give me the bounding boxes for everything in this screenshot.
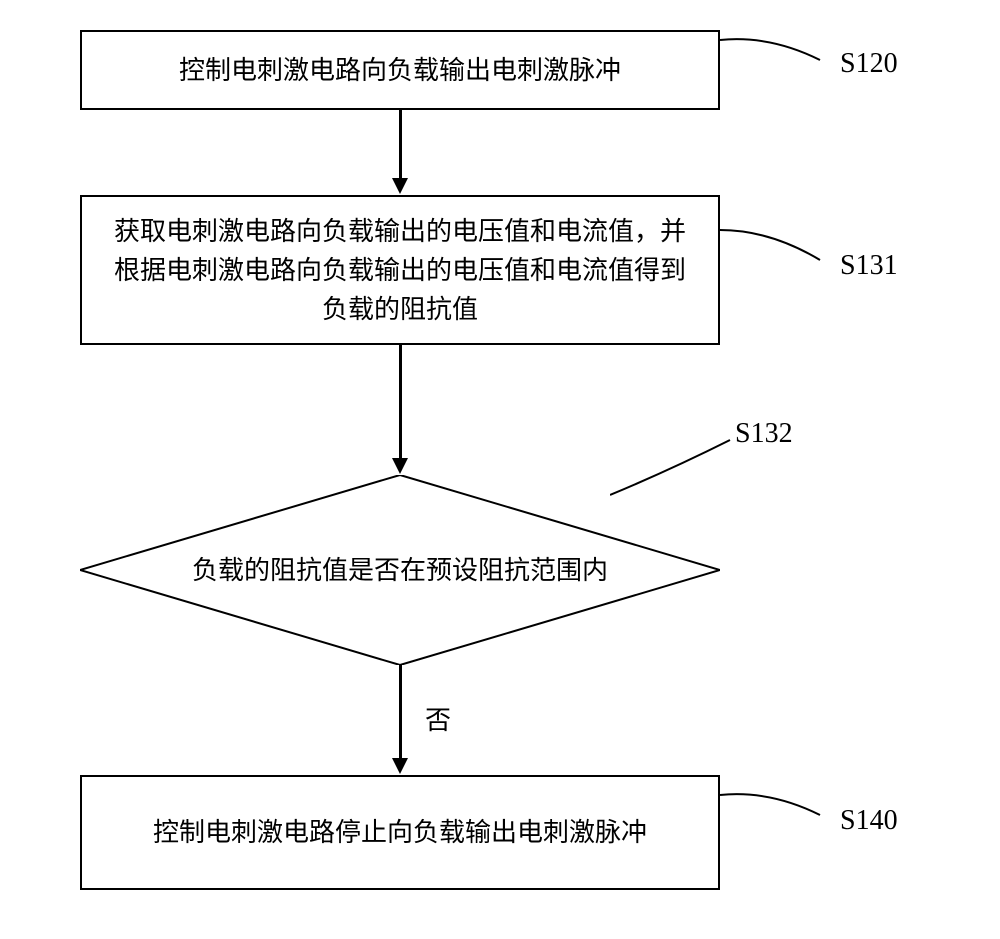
label-connector xyxy=(720,220,840,280)
label-connector xyxy=(720,785,840,835)
diamond-text: 负载的阻抗值是否在预设阻抗范围内 xyxy=(192,551,608,590)
process-box-s140: 控制电刺激电路停止向负载输出电刺激脉冲 xyxy=(80,775,720,890)
process-box-s131: 获取电刺激电路向负载输出的电压值和电流值，并根据电刺激电路向负载输出的电压值和电… xyxy=(80,195,720,345)
step-label-s132: S132 xyxy=(735,418,793,450)
arrow-head xyxy=(392,178,408,194)
step-label-s140: S140 xyxy=(840,805,898,837)
label-connector xyxy=(610,430,750,510)
arrow-line xyxy=(399,665,402,760)
arrow-head xyxy=(392,458,408,474)
flowchart-container: 控制电刺激电路向负载输出电刺激脉冲 获取电刺激电路向负载输出的电压值和电流值，并… xyxy=(0,0,1000,939)
step-label-s120: S120 xyxy=(840,48,898,80)
process-box-s120: 控制电刺激电路向负载输出电刺激脉冲 xyxy=(80,30,720,110)
box-text: 控制电刺激电路向负载输出电刺激脉冲 xyxy=(179,51,621,90)
label-connector xyxy=(720,30,840,80)
arrow-line xyxy=(399,110,402,180)
box-text: 获取电刺激电路向负载输出的电压值和电流值，并根据电刺激电路向负载输出的电压值和电… xyxy=(102,212,698,329)
box-text: 控制电刺激电路停止向负载输出电刺激脉冲 xyxy=(153,813,647,852)
arrow-line xyxy=(399,345,402,460)
edge-label-no: 否 xyxy=(425,700,451,737)
step-label-s131: S131 xyxy=(840,250,898,282)
arrow-head xyxy=(392,758,408,774)
